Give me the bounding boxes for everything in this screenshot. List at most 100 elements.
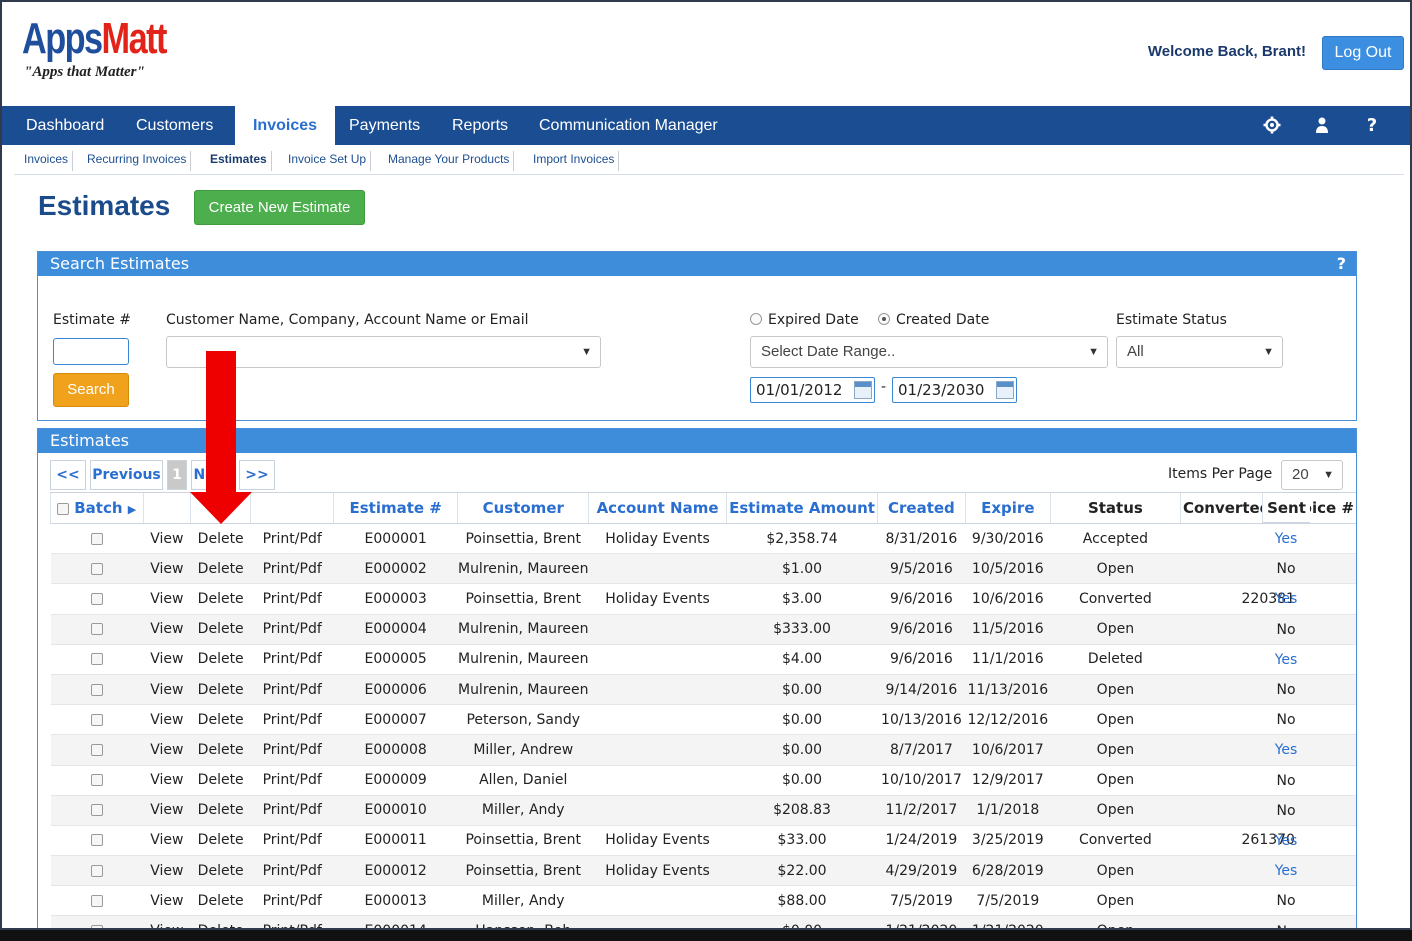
row-checkbox-cell[interactable] [50, 734, 144, 766]
sent-cell[interactable]: Yes [1274, 591, 1298, 608]
estimate-status-select[interactable]: All ▼ [1116, 336, 1283, 368]
row-checkbox[interactable] [90, 623, 103, 636]
select-all-checkbox[interactable] [57, 502, 69, 515]
delete-link[interactable]: Delete [190, 795, 251, 826]
print-pdf-link[interactable]: Print/Pdf [250, 795, 334, 826]
print-pdf-link[interactable]: Print/Pdf [250, 825, 334, 857]
logout-button[interactable]: Log Out [1322, 36, 1404, 70]
row-checkbox-cell[interactable] [50, 644, 144, 675]
row-checkbox-cell[interactable] [50, 765, 144, 796]
row-checkbox-cell[interactable] [50, 795, 144, 826]
row-checkbox-cell[interactable] [50, 674, 144, 706]
created-date-radio[interactable]: Created Date [878, 312, 989, 328]
converted-invoice-link[interactable]: 220381 [1180, 583, 1356, 615]
delete-link[interactable]: Delete [190, 885, 251, 917]
date-to-input[interactable]: 01/23/2030 [892, 377, 1017, 403]
row-checkbox[interactable] [90, 925, 103, 928]
row-checkbox-cell[interactable] [50, 825, 144, 857]
estimate-number-input[interactable] [53, 338, 129, 365]
col-account-name[interactable]: Account Name [588, 492, 727, 524]
search-help-icon[interactable]: ? [1336, 254, 1346, 273]
col-estimate-amount[interactable]: Estimate Amount [726, 492, 878, 524]
pager-first[interactable]: << [50, 460, 86, 490]
row-checkbox[interactable] [90, 743, 103, 756]
print-pdf-link[interactable]: Print/Pdf [250, 734, 334, 766]
delete-link[interactable]: Delete [190, 825, 251, 857]
row-checkbox[interactable] [90, 592, 103, 605]
nav-reports[interactable]: Reports [452, 117, 509, 134]
row-checkbox-cell[interactable] [50, 614, 144, 645]
delete-link[interactable]: Delete [190, 614, 251, 645]
print-pdf-link[interactable]: Print/Pdf [250, 885, 334, 917]
row-checkbox-cell[interactable] [50, 523, 144, 555]
row-checkbox-cell[interactable] [50, 553, 144, 585]
col-customer[interactable]: Customer [457, 492, 589, 524]
items-per-page-select[interactable]: 20 ▼ [1281, 460, 1343, 490]
sent-cell[interactable]: Yes [1274, 742, 1298, 759]
delete-link[interactable]: Delete [190, 583, 251, 615]
row-checkbox-cell[interactable] [50, 915, 144, 928]
search-button[interactable]: Search [53, 373, 129, 407]
batch-header[interactable]: Batch ▶ [50, 492, 144, 524]
print-pdf-link[interactable]: Print/Pdf [250, 704, 334, 736]
calendar-icon[interactable] [996, 381, 1014, 399]
customer-search-select[interactable]: ▼ [166, 336, 601, 368]
col-estimate-number[interactable]: Estimate # [332, 492, 458, 524]
row-checkbox[interactable] [90, 834, 103, 847]
row-checkbox-cell[interactable] [50, 583, 144, 615]
date-range-select[interactable]: Select Date Range.. ▼ [750, 336, 1108, 368]
print-pdf-link[interactable]: Print/Pdf [250, 644, 334, 675]
view-link[interactable]: View [143, 644, 191, 675]
row-checkbox[interactable] [90, 653, 103, 666]
help-icon[interactable]: ? [1366, 115, 1378, 136]
subnav-invoices[interactable]: Invoices [20, 151, 74, 171]
delete-link[interactable]: Delete [190, 674, 251, 706]
view-link[interactable]: View [143, 885, 191, 917]
sent-cell[interactable]: Yes [1274, 833, 1298, 849]
row-checkbox-cell[interactable] [50, 885, 144, 917]
view-link[interactable]: View [143, 765, 191, 796]
delete-link[interactable]: Delete [190, 553, 251, 585]
row-checkbox[interactable] [90, 894, 103, 907]
expired-date-radio[interactable]: Expired Date [750, 312, 859, 328]
row-checkbox[interactable] [90, 562, 103, 575]
view-link[interactable]: View [143, 825, 191, 857]
row-checkbox[interactable] [90, 774, 103, 787]
print-pdf-link[interactable]: Print/Pdf [250, 583, 334, 615]
print-pdf-link[interactable]: Print/Pdf [250, 674, 334, 706]
create-new-estimate-button[interactable]: Create New Estimate [194, 190, 365, 225]
user-icon[interactable] [1310, 106, 1334, 145]
row-checkbox[interactable] [90, 683, 103, 696]
view-link[interactable]: View [143, 855, 191, 887]
row-checkbox-cell[interactable] [50, 855, 144, 887]
view-link[interactable]: View [143, 734, 191, 766]
print-pdf-link[interactable]: Print/Pdf [250, 553, 334, 585]
subnav-estimates[interactable]: Estimates [206, 151, 272, 171]
row-checkbox[interactable] [90, 713, 103, 726]
print-pdf-link[interactable]: Print/Pdf [250, 523, 334, 555]
row-checkbox-cell[interactable] [50, 704, 144, 736]
view-link[interactable]: View [143, 583, 191, 615]
delete-link[interactable]: Delete [190, 915, 251, 928]
nav-customers[interactable]: Customers [136, 117, 214, 134]
row-checkbox[interactable] [90, 804, 103, 817]
gear-icon[interactable] [1260, 106, 1284, 145]
view-link[interactable]: View [143, 795, 191, 826]
col-created[interactable]: Created [876, 492, 966, 524]
nav-communication-manager[interactable]: Communication Manager [539, 117, 718, 134]
appsmatt-logo[interactable]: AppsMatt "Apps that Matter" [22, 14, 206, 81]
view-link[interactable]: View [143, 614, 191, 645]
delete-link[interactable]: Delete [190, 734, 251, 766]
nav-dashboard[interactable]: Dashboard [26, 117, 105, 134]
print-pdf-link[interactable]: Print/Pdf [250, 765, 334, 796]
delete-link[interactable]: Delete [190, 765, 251, 796]
print-pdf-link[interactable]: Print/Pdf [250, 855, 334, 887]
view-link[interactable]: View [143, 674, 191, 706]
converted-invoice-link[interactable]: 261370 [1180, 825, 1356, 857]
subnav-invoice-set-up[interactable]: Invoice Set Up [284, 151, 372, 171]
delete-link[interactable]: Delete [190, 855, 251, 887]
delete-link[interactable]: Delete [190, 704, 251, 736]
print-pdf-link[interactable]: Print/Pdf [250, 915, 334, 928]
col-expire[interactable]: Expire [964, 492, 1051, 524]
row-checkbox[interactable] [90, 532, 103, 545]
